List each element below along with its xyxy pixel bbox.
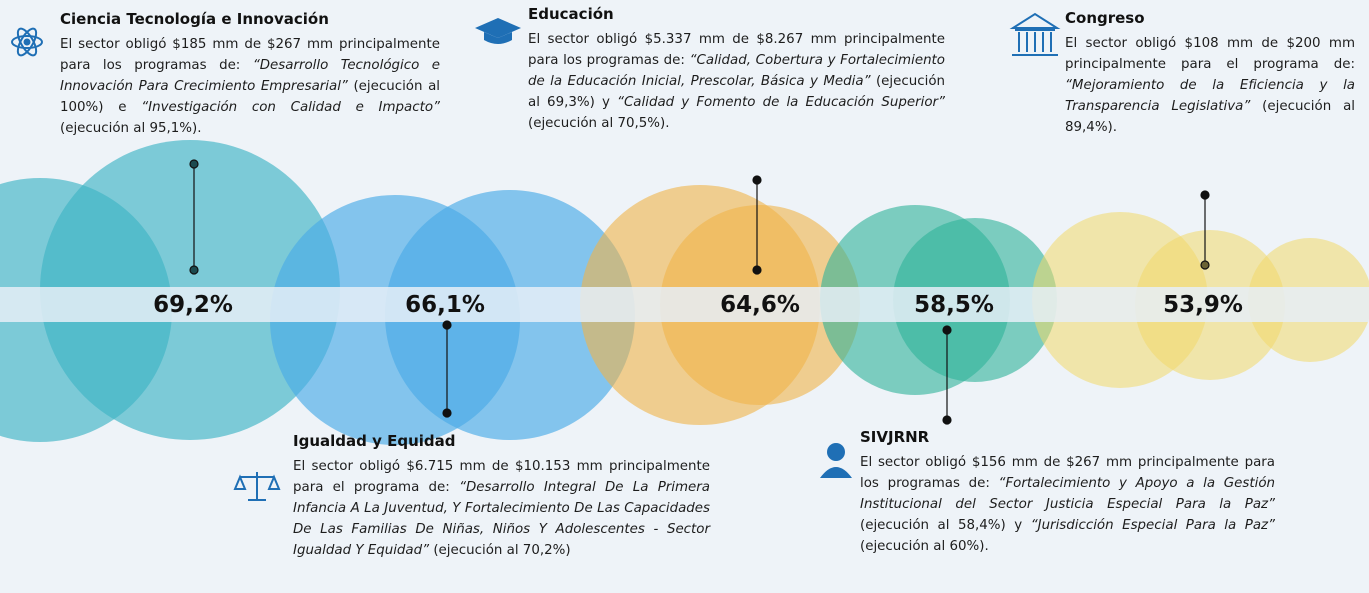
- sector: Educación El sector obligó $5.337 mm de …: [528, 5, 945, 134]
- body-text: El sector obligó $6.715 mm de $10.153 mm…: [293, 459, 710, 495]
- body-text: (ejecución al 95,1%).: [60, 121, 202, 136]
- pin-dot: [1200, 190, 1210, 200]
- pin-dot: [942, 415, 952, 425]
- pins: [189, 159, 1210, 425]
- program-name: “Fortalecimiento y Apoyo a la Gestión In…: [860, 476, 1276, 512]
- percent-label: 58,5%: [914, 292, 994, 318]
- pin-dot: [1200, 260, 1210, 270]
- sector: Igualdad y Equidad El sector obligó $6.7…: [293, 432, 710, 561]
- body-text: (ejecución al 60%).: [860, 539, 989, 554]
- body-text: El sector obligó $185 mm de $267 mm prin…: [60, 37, 440, 73]
- sector: Congreso El sector obligó $108 mm de $20…: [1065, 9, 1355, 138]
- icon-scale: [233, 472, 281, 501]
- body-text: (ejecución al 70,5%).: [528, 116, 670, 131]
- pin-dot: [442, 320, 452, 330]
- pin-dot: [942, 325, 952, 335]
- band: [0, 287, 1369, 322]
- body-text: El sector obligó $156 mm de $267 mm prin…: [860, 455, 1275, 491]
- sector-body: El sector obligó $5.337 mm de $8.267 mm …: [528, 29, 945, 134]
- body-text: (ejecución al 69,3%) y: [528, 74, 945, 110]
- body-text: El sector obligó $5.337 mm de $8.267 mm …: [528, 32, 945, 68]
- icon-cap: [475, 18, 521, 44]
- sector-title: SIVJRNR: [860, 428, 930, 446]
- sector-body: El sector obligó $6.715 mm de $10.153 mm…: [293, 456, 710, 561]
- sector-body: El sector obligó $108 mm de $200 mm prin…: [1065, 33, 1355, 138]
- program-name: “Desarrollo Tecnológico e Innovación Par…: [60, 58, 440, 94]
- sector-title: Ciencia Tecnología e Innovación: [60, 10, 329, 28]
- body-text: (ejecución al 58,4%) y: [860, 518, 1031, 533]
- pin-dot: [189, 265, 199, 275]
- program-name: “Investigación con Calidad e Impacto”: [141, 100, 440, 115]
- body-text: (ejecución al 70,2%): [429, 543, 571, 558]
- percent-label: 66,1%: [405, 292, 485, 318]
- sector-title: Igualdad y Equidad: [293, 432, 456, 450]
- sector: SIVJRNR El sector obligó $156 mm de $267…: [860, 428, 1275, 557]
- sector-title: Educación: [528, 5, 614, 23]
- percent-label: 69,2%: [153, 292, 233, 318]
- program-name: “Mejoramiento de la Eficiencia y la Tran…: [1065, 78, 1355, 114]
- program-name: “Calidad y Fomento de la Educación Super…: [617, 95, 945, 110]
- sector-body: El sector obligó $156 mm de $267 mm prin…: [860, 452, 1275, 557]
- sector-body: El sector obligó $185 mm de $267 mm prin…: [60, 34, 440, 139]
- sector: Ciencia Tecnología e Innovación El secto…: [60, 10, 440, 139]
- percent-label: 64,6%: [720, 292, 800, 318]
- percent-label: 53,9%: [1163, 292, 1243, 318]
- body-text: (ejecución al 89,4%).: [1065, 99, 1355, 135]
- body-text: El sector obligó $108 mm de $200 mm prin…: [1065, 36, 1355, 72]
- program-name: “Desarrollo Integral De La Primera Infan…: [293, 480, 710, 558]
- icon-person: [820, 443, 852, 478]
- pin-dot: [189, 159, 199, 169]
- icon-building: [1009, 12, 1061, 56]
- body-text: (ejecución al 100%) e: [60, 79, 440, 115]
- pin-dot: [752, 175, 762, 185]
- sector-title: Congreso: [1065, 9, 1145, 27]
- icon-atom: [11, 27, 43, 57]
- program-name: “Jurisdicción Especial Para la Paz”: [1030, 518, 1275, 533]
- pin-dot: [752, 265, 762, 275]
- pin-dot: [442, 408, 452, 418]
- program-name: “Calidad, Cobertura y Fortalecimiento de…: [528, 53, 945, 89]
